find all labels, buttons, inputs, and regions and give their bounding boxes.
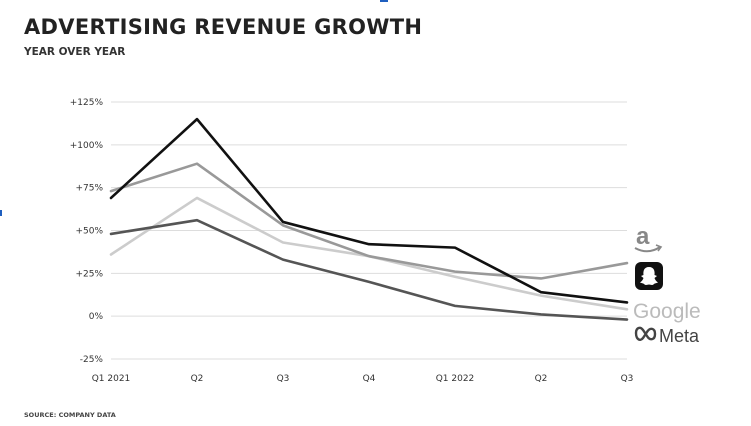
left-accent-mark: [0, 210, 2, 216]
google-legend-label: Google: [633, 300, 701, 323]
y-tick-label: 0%: [89, 312, 104, 322]
x-tick-label: Q2: [535, 374, 548, 384]
series-line-amazon: [109, 162, 629, 280]
x-tick-label: Q2: [191, 374, 204, 384]
source-note: SOURCE: COMPANY DATA: [24, 411, 116, 419]
y-axis-ticks: -25% 0% +25% +50% +75% +100% +125%: [70, 98, 104, 365]
meta-logo-icon: [634, 326, 657, 341]
chart-grid: [111, 101, 627, 360]
x-tick-label: Q3: [277, 374, 290, 384]
series-line-snap: [109, 117, 629, 304]
y-tick-label: +50%: [75, 227, 103, 237]
x-tick-label: Q3: [621, 374, 634, 384]
x-axis-ticks: Q1 2021 Q2 Q3 Q4 Q1 2022 Q2 Q3: [92, 374, 634, 384]
series-line-meta: [109, 218, 629, 321]
y-tick-label: +25%: [75, 269, 103, 279]
top-accent-mark: [380, 0, 388, 2]
snapchat-logo-icon: [635, 262, 663, 290]
x-tick-label: Q4: [363, 374, 376, 384]
y-tick-label: -25%: [80, 355, 104, 365]
x-tick-label: Q1 2021: [92, 374, 131, 384]
y-tick-label: +100%: [70, 141, 104, 151]
chart-subtitle: YEAR OVER YEAR: [24, 46, 126, 58]
y-tick-label: +75%: [75, 184, 103, 194]
svg-text:a: a: [636, 223, 650, 250]
meta-legend-label: Meta: [659, 326, 700, 346]
amazon-logo-icon: a: [634, 223, 663, 253]
y-tick-label: +125%: [70, 98, 104, 108]
chart-title: ADVERTISING REVENUE GROWTH: [24, 15, 423, 39]
chart-series-lines: [109, 117, 629, 321]
x-tick-label: Q1 2022: [436, 374, 475, 384]
